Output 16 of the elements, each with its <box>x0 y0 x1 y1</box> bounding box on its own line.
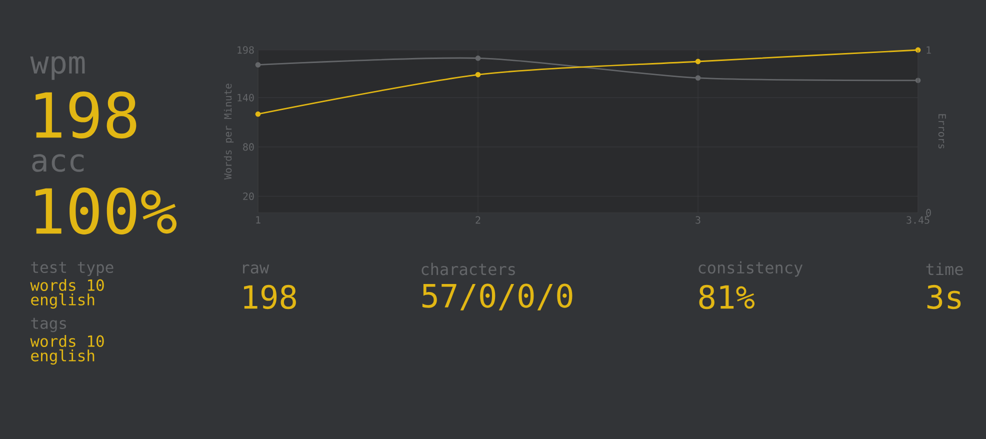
text: english <box>31 349 94 365</box>
text: 198 <box>36 92 136 138</box>
text: 100% <box>36 188 176 234</box>
text: 3s <box>927 284 961 310</box>
text: words 10 <box>30 278 104 291</box>
point <box>255 62 261 68</box>
point <box>915 47 921 53</box>
text: english <box>31 293 94 309</box>
point <box>475 72 481 78</box>
point <box>475 56 481 61</box>
point <box>695 58 701 64</box>
point <box>255 111 261 117</box>
text: 57/0/0/0 <box>422 284 572 310</box>
point <box>695 75 701 81</box>
text: words 10 <box>30 334 104 347</box>
text: 81% <box>699 284 754 310</box>
